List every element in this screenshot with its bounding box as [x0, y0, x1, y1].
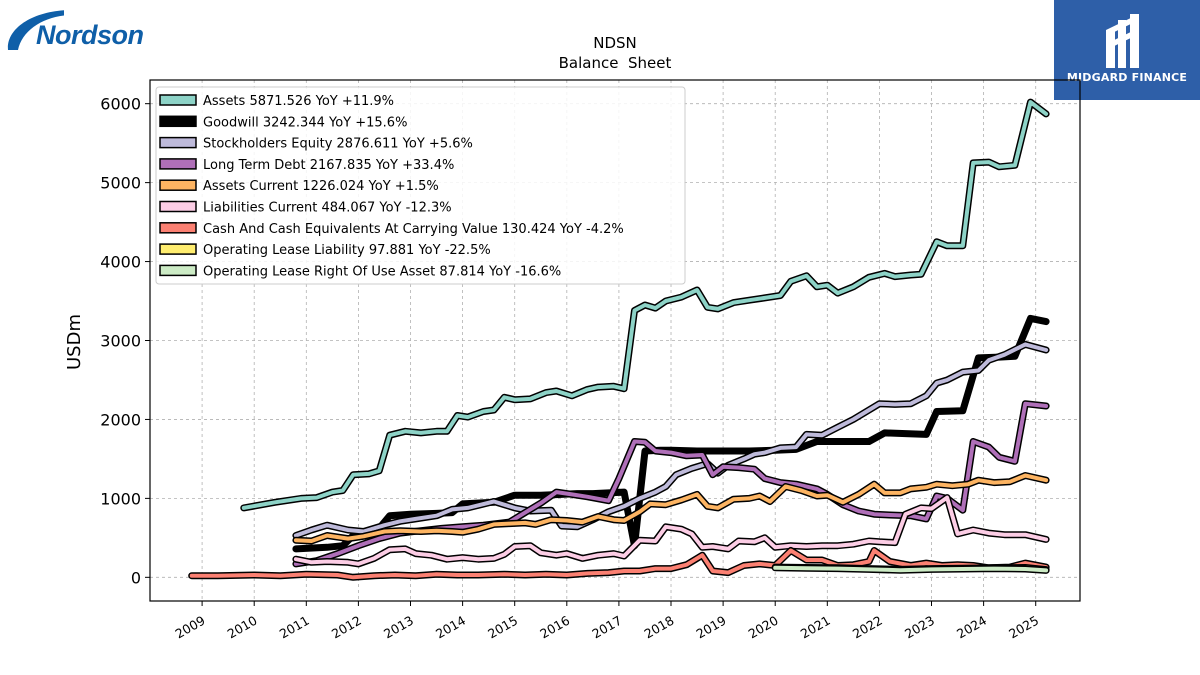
legend-swatch [159, 200, 197, 213]
legend-swatch [159, 264, 197, 277]
series-line [773, 565, 1049, 573]
y-tick-label: 3000 [100, 332, 141, 351]
chart-title: NDSN [593, 34, 637, 52]
legend-label: Long Term Debt 2167.835 YoY +33.4% [203, 158, 454, 173]
y-tick-label: 5000 [100, 174, 141, 193]
x-tick-label: 2019 [694, 613, 729, 642]
legend-swatch [159, 158, 197, 170]
x-tick-label: 2023 [902, 613, 937, 642]
x-tick-label: 2020 [746, 613, 781, 642]
x-tick-label: 2014 [433, 613, 468, 642]
x-tick-label: 2013 [381, 613, 416, 642]
x-tick-label: 2022 [850, 613, 885, 642]
y-tick-label: 0 [131, 568, 141, 587]
legend-label: Cash And Cash Equivalents At Carrying Va… [203, 222, 624, 237]
x-tick-label: 2009 [173, 613, 208, 642]
y-tick-label: 2000 [100, 410, 141, 429]
chart-subtitle: Balance Sheet [559, 54, 672, 72]
brand-logo-right: MIDGARD FINANCE [1054, 0, 1200, 100]
legend-swatch [159, 243, 197, 255]
legend-swatch [159, 179, 197, 191]
x-tick-label: 2017 [589, 613, 624, 642]
y-tick-label: 4000 [100, 253, 141, 272]
plot-frame [149, 79, 1081, 602]
series-line [241, 100, 1049, 510]
series-line [293, 342, 1049, 538]
series-line [293, 495, 1049, 566]
x-tick-label: 2012 [329, 613, 364, 642]
legend-label: Stockholders Equity 2876.611 YoY +5.6% [203, 137, 473, 152]
x-tick-label: 2024 [954, 613, 989, 642]
legend-swatch [159, 115, 197, 128]
x-tick-label: 2021 [798, 613, 833, 642]
legend: Assets 5871.526 YoY +11.9% Goodwill 3242.… [155, 86, 686, 285]
x-tick-label: 2010 [225, 613, 260, 642]
brand-name-right: MIDGARD FINANCE [1066, 71, 1188, 84]
legend-swatch [159, 222, 197, 234]
legend-label: Goodwill 3242.344 YoY +15.6% [203, 115, 407, 130]
x-tick-label: 2018 [641, 613, 676, 642]
series-line [189, 548, 1049, 580]
y-tick-label: 1000 [100, 489, 141, 508]
series-line [293, 473, 1049, 543]
series-lines [188, 98, 1050, 581]
legend-swatch [159, 136, 197, 149]
x-tick-label: 2015 [485, 613, 520, 642]
legend-label: Operating Lease Liability 97.881 YoY -22… [203, 243, 491, 258]
legend-label: Assets Current 1226.024 YoY +1.5% [203, 179, 439, 194]
x-tick-label: 2025 [1006, 613, 1041, 642]
brand-logo-left: Nordson [4, 6, 149, 58]
swoosh-icon [7, 10, 64, 50]
y-axis-label: USDm [64, 314, 85, 370]
brand-name-left: Nordson [36, 20, 144, 50]
midgard-emblem-icon [1106, 14, 1139, 68]
series-line [293, 401, 1049, 566]
legend-swatch [159, 94, 197, 106]
x-tick-label: 2011 [277, 613, 312, 642]
y-tick-label: 6000 [100, 95, 141, 114]
x-tick-label: 2016 [537, 613, 572, 642]
legend-label: Assets 5871.526 YoY +11.9% [203, 94, 394, 109]
legend-label: Liabilities Current 484.067 YoY -12.3% [203, 201, 452, 216]
legend-box [155, 86, 686, 285]
legend-label: Operating Lease Right Of Use Asset 87.81… [203, 264, 561, 279]
